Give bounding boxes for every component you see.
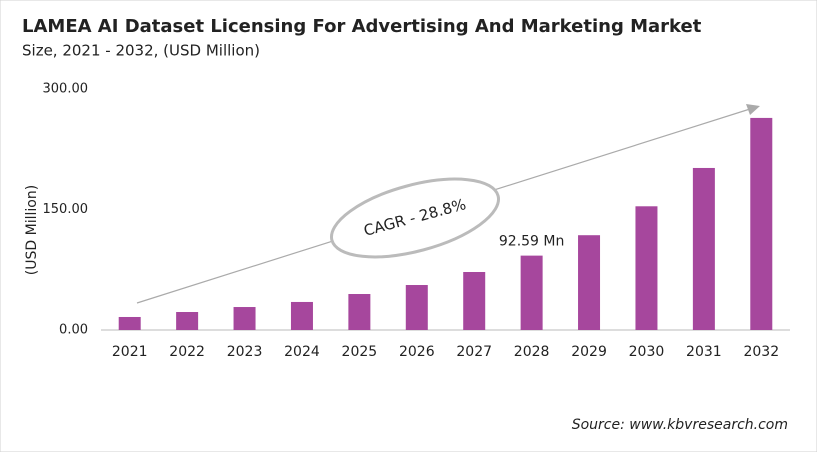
- bar: [348, 294, 371, 330]
- bar: [750, 117, 773, 330]
- x-tick-label: 2032: [743, 344, 779, 360]
- x-tick-label: 2025: [342, 344, 378, 360]
- x-tick-label: 2031: [686, 344, 722, 360]
- x-tick-label: 2028: [514, 344, 550, 360]
- bar: [520, 255, 543, 330]
- bar: [578, 235, 601, 330]
- x-tick-label: 2030: [629, 344, 665, 360]
- bar: [692, 167, 715, 330]
- bar: [463, 271, 486, 330]
- x-tick-label: 2022: [169, 344, 205, 360]
- value-label: 92.59 Mn: [499, 234, 564, 250]
- source: Source: www.kbvresearch.com: [572, 417, 788, 433]
- x-tick-label: 2027: [456, 344, 492, 360]
- y-tick-label: 300.00: [43, 82, 89, 97]
- x-tick-label: 2023: [227, 344, 263, 360]
- x-tick-label: 2024: [284, 344, 320, 360]
- x-tick-label: 2021: [112, 344, 148, 360]
- bar: [290, 301, 313, 330]
- chart-title: LAMEA AI Dataset Licensing For Advertisi…: [22, 16, 702, 37]
- cagr-ellipse: [329, 177, 501, 259]
- y-axis-label: (USD Million): [24, 185, 40, 275]
- x-tick-label: 2026: [399, 344, 435, 360]
- bar: [405, 285, 428, 330]
- bar: [118, 316, 141, 330]
- x-tick-label: 2029: [571, 344, 607, 360]
- bar: [635, 206, 658, 330]
- bar: [233, 307, 256, 330]
- bar: [176, 312, 199, 330]
- chart-subtitle: Size, 2021 - 2032, (USD Million): [22, 42, 260, 60]
- y-tick-label: 0.00: [59, 323, 88, 338]
- y-tick-label: 150.00: [43, 202, 89, 217]
- arrow-head: [746, 104, 760, 115]
